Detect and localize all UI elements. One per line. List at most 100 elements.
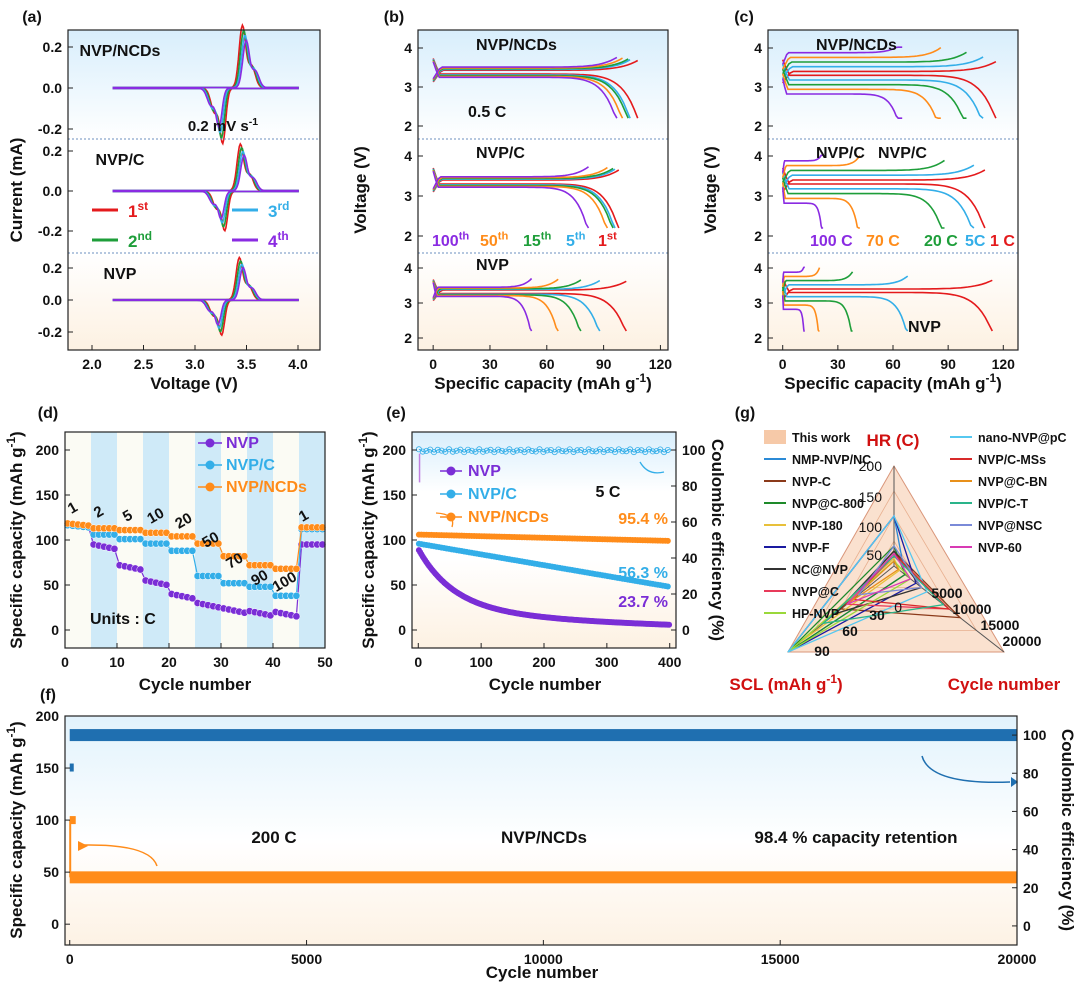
- subplot-title: NVP/C: [96, 152, 145, 169]
- discharge-curve: [781, 286, 853, 332]
- label-base: 50: [480, 233, 498, 250]
- label-base: 15: [523, 233, 541, 250]
- legend-marker: [205, 438, 215, 448]
- legend-label: 1 C: [990, 233, 1015, 250]
- ce-point: [423, 447, 430, 454]
- legend-label: NVP/NCDs: [226, 479, 307, 496]
- charge-curve: [782, 279, 993, 300]
- y-tick-label: 4: [404, 260, 412, 276]
- y2-tick-label: 80: [1023, 765, 1039, 781]
- y-tick-label: -0.2: [38, 324, 62, 340]
- radar-series: [787, 544, 906, 653]
- discharge-curve: [781, 68, 967, 119]
- legend-label: NVP-60: [978, 541, 1022, 555]
- y-tick-label: 4: [754, 148, 762, 164]
- y-tick-label: 4: [754, 260, 762, 276]
- ce-point: [559, 448, 566, 455]
- legend-label: HP-NVP: [792, 607, 839, 621]
- cv-curve: [112, 266, 299, 326]
- data-point: [188, 532, 197, 541]
- panel-label: (b): [384, 9, 404, 26]
- ce-point: [419, 448, 426, 455]
- y-tick-label: 0.0: [43, 80, 63, 96]
- label-base: 2: [128, 232, 137, 251]
- panel-label: (d): [38, 405, 58, 422]
- radar-tick: 150: [859, 489, 883, 505]
- panel-label: (e): [386, 405, 406, 422]
- ce-point: [664, 446, 671, 453]
- legend-marker: [446, 512, 456, 522]
- legend-label: NVP-C: [792, 475, 831, 489]
- ce-point: [513, 447, 520, 454]
- x-tick-label: 0: [429, 356, 437, 372]
- capacity-initial: [69, 816, 76, 825]
- y-tick-label: 3: [404, 188, 412, 204]
- label-base: 3: [268, 202, 277, 221]
- radar-series: [857, 544, 923, 596]
- y-tick-label: 0.2: [43, 39, 63, 55]
- x-tick-label: 60: [539, 356, 555, 372]
- retention-label: 98.4 % capacity retention: [754, 828, 957, 847]
- data-point: [136, 535, 145, 543]
- legend-marker: [205, 460, 215, 470]
- ce-point: [480, 448, 487, 455]
- discharge-curve: [781, 187, 824, 229]
- ce-point: [540, 448, 547, 455]
- ce-point: [525, 446, 532, 453]
- legend-label: 100 C: [810, 233, 853, 250]
- data-point: [292, 612, 301, 621]
- subplot-title: NVP/NCDs: [476, 37, 557, 54]
- panel-bg: [68, 254, 320, 350]
- charge-curve: [781, 46, 942, 70]
- y-tick-label: 200: [36, 442, 60, 458]
- ce-band: [69, 729, 1017, 742]
- y-axis-label: Voltage (V): [701, 146, 720, 234]
- label-tail: ): [7, 431, 26, 437]
- ce-point: [600, 449, 607, 456]
- x-tick-label: 30: [830, 356, 846, 372]
- data-point: [162, 580, 171, 589]
- y-tick-label: 3: [754, 79, 762, 95]
- ce-point: [544, 447, 551, 454]
- x-axis-label: Cycle number: [139, 675, 252, 694]
- label-base: Specific capacity (mAh g: [7, 448, 26, 649]
- rate-band: [299, 432, 325, 648]
- radar-tick: 90: [814, 643, 830, 659]
- rate-annotation: 90: [248, 567, 271, 590]
- label-sup: th: [459, 231, 470, 243]
- ce-point: [615, 446, 622, 453]
- y-tick-label: 2: [754, 330, 762, 346]
- data-point: [136, 565, 145, 574]
- legend-label: NVP/C: [226, 457, 275, 474]
- y-tick-label: 0.0: [43, 183, 63, 199]
- subplot-title: NVP/C: [816, 145, 865, 162]
- y-tick-label: 2: [404, 118, 412, 134]
- x-tick-label: 15000: [761, 951, 800, 967]
- label-base: Specific capacity (mAh g: [784, 374, 985, 393]
- panel-label: (a): [22, 9, 42, 26]
- label-sup: -1: [356, 437, 370, 448]
- ce-point: [649, 448, 656, 455]
- legend-marker: [446, 466, 456, 476]
- label-sup: -1: [826, 672, 837, 686]
- ce-point: [449, 448, 456, 455]
- cv-curve: [112, 38, 299, 129]
- rate-annotation: 70: [223, 550, 246, 573]
- label-tail: ): [837, 675, 843, 694]
- x-tick-label: 100: [469, 654, 493, 670]
- y2-tick-label: 40: [1023, 842, 1039, 858]
- discharge-curve: [781, 282, 909, 332]
- legend-label: 50th: [480, 231, 509, 250]
- y-tick-label: 0: [398, 622, 406, 638]
- y-tick-label: 50: [390, 577, 406, 593]
- radar-axis-label: SCL (mAh g-1): [729, 672, 842, 694]
- data-point: [664, 537, 671, 544]
- charge-curve: [781, 267, 821, 288]
- discharge-curve: [781, 182, 860, 229]
- discharge-curve: [432, 282, 533, 332]
- y-tick-label: 100: [36, 812, 60, 828]
- radar-tick: 20000: [1003, 633, 1042, 649]
- charge-curve: [781, 275, 909, 296]
